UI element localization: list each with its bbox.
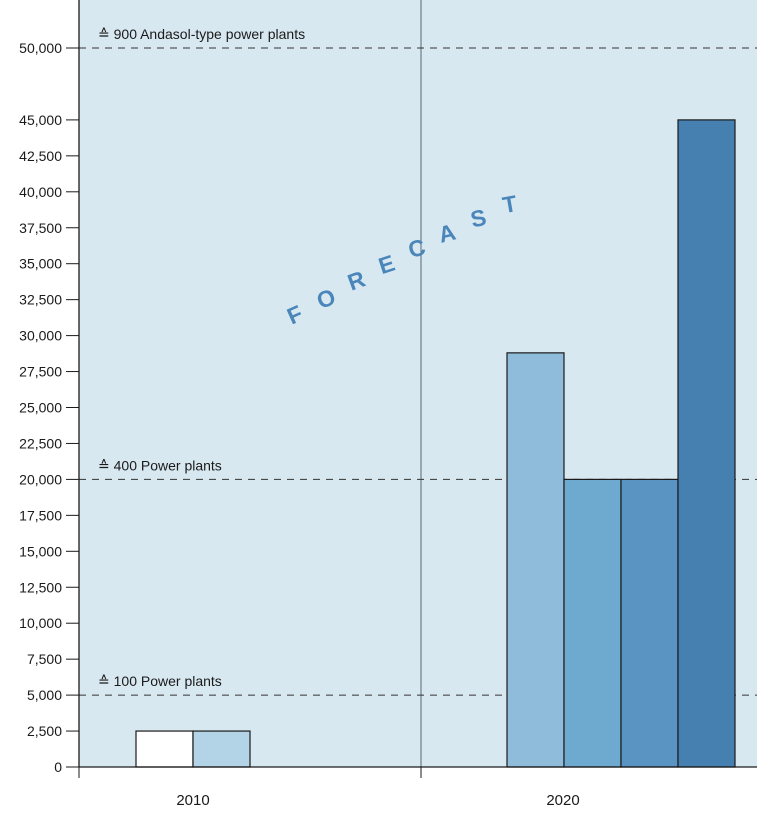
y-tick-label-30000: 30,000 [19, 328, 62, 344]
y-tick-label-20000: 20,000 [19, 471, 62, 487]
y-tick-label-42500: 42,500 [19, 148, 62, 164]
bar-2010-1 [192, 730, 251, 768]
x-tick-label-2010: 2010 [176, 792, 209, 809]
reference-label-0: ≙ 900 Andasol-type power plants [98, 26, 305, 42]
y-tick-label-12500: 12,500 [19, 579, 62, 595]
forecast-annotation-letter-6: S [468, 204, 488, 233]
y-tick-label-35000: 35,000 [19, 256, 62, 272]
bar-2020-3 [563, 478, 622, 768]
bar-2020-4 [620, 478, 679, 768]
reference-label-1: ≙ 400 Power plants [98, 457, 222, 473]
y-tick-label-45000: 45,000 [19, 112, 62, 128]
y-tick-label-37500: 37,500 [19, 220, 62, 236]
y-tick-label-10000: 10,000 [19, 615, 62, 631]
reference-label-2: ≙ 100 Power plants [98, 673, 222, 689]
y-tick-label-27500: 27,500 [19, 364, 62, 380]
y-tick-label-0: 0 [54, 759, 62, 775]
bar-2020-5 [677, 119, 736, 768]
y-tick-label-17500: 17,500 [19, 507, 62, 523]
y-tick-label-32500: 32,500 [19, 292, 62, 308]
y-tick-label-5000: 5,000 [27, 687, 62, 703]
forecast-annotation-letter-5: A [436, 219, 458, 248]
y-tick-label-2500: 2,500 [27, 723, 62, 739]
forecast-annotation-letter-7: T [500, 190, 518, 218]
y-tick-label-22500: 22,500 [19, 435, 62, 451]
y-tick-label-25000: 25,000 [19, 400, 62, 416]
forecast-annotation-letter-3: E [375, 250, 398, 279]
forecast-annotation-letter-4: C [405, 234, 428, 264]
y-tick-label-40000: 40,000 [19, 184, 62, 200]
bar-2020-2 [506, 352, 565, 768]
y-tick-label-7500: 7,500 [27, 651, 62, 667]
y-tick-label-15000: 15,000 [19, 543, 62, 559]
y-tick-label-50000: 50,000 [19, 40, 62, 56]
bar-2010-0 [135, 730, 194, 768]
x-tick-label-2020: 2020 [546, 792, 579, 809]
